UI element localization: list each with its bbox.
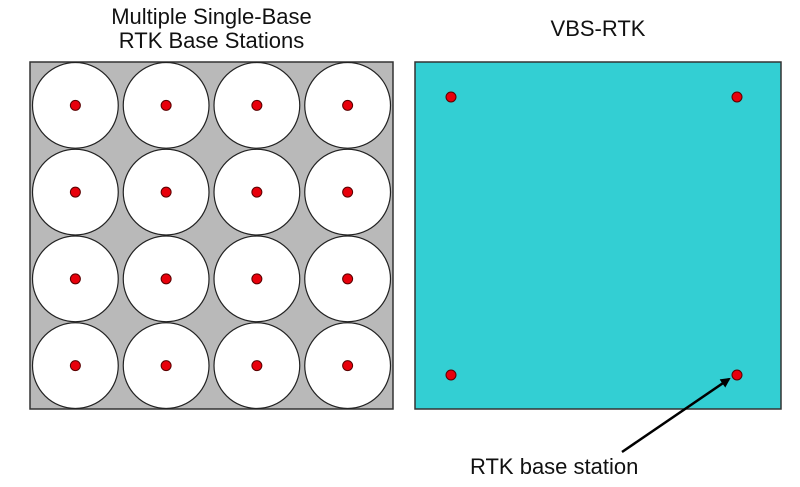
- vbs-rtk-coverage-area: [414, 61, 782, 410]
- callout-arrow: [621, 377, 731, 454]
- base-station-dot: [342, 273, 354, 285]
- base-station-dot: [342, 360, 354, 372]
- base-station-dot: [69, 360, 81, 372]
- vbs-base-station-dot: [731, 369, 743, 381]
- base-station-dot: [160, 99, 172, 111]
- vbs-base-station-dot: [445, 91, 457, 103]
- base-station-dot: [342, 99, 354, 111]
- base-station-dot: [251, 273, 263, 285]
- base-station-dot: [160, 273, 172, 285]
- vbs-base-station-dot: [445, 369, 457, 381]
- base-station-dot: [160, 186, 172, 198]
- base-station-dot: [251, 360, 263, 372]
- single-base-panel: [29, 61, 394, 410]
- single-base-panel-title: Multiple Single-Base RTK Base Stations: [30, 5, 393, 53]
- vbs-base-station-dot: [731, 91, 743, 103]
- base-station-dot: [69, 273, 81, 285]
- base-station-dot: [342, 186, 354, 198]
- vbs-rtk-panel: [414, 61, 782, 410]
- vbs-rtk-panel-title: VBS-RTK: [550, 16, 646, 41]
- base-station-dot: [69, 186, 81, 198]
- base-station-dot: [251, 99, 263, 111]
- base-station-dot: [251, 186, 263, 198]
- base-station-dot: [160, 360, 172, 372]
- rtk-base-station-label: RTK base station: [470, 454, 639, 479]
- single-base-title-line-2: RTK Base Stations: [118, 28, 305, 53]
- single-base-title-line-1: Multiple Single-Base: [111, 4, 312, 29]
- coverage-grid: [31, 61, 392, 410]
- vbs-stations: [445, 91, 743, 381]
- base-station-dot: [69, 99, 81, 111]
